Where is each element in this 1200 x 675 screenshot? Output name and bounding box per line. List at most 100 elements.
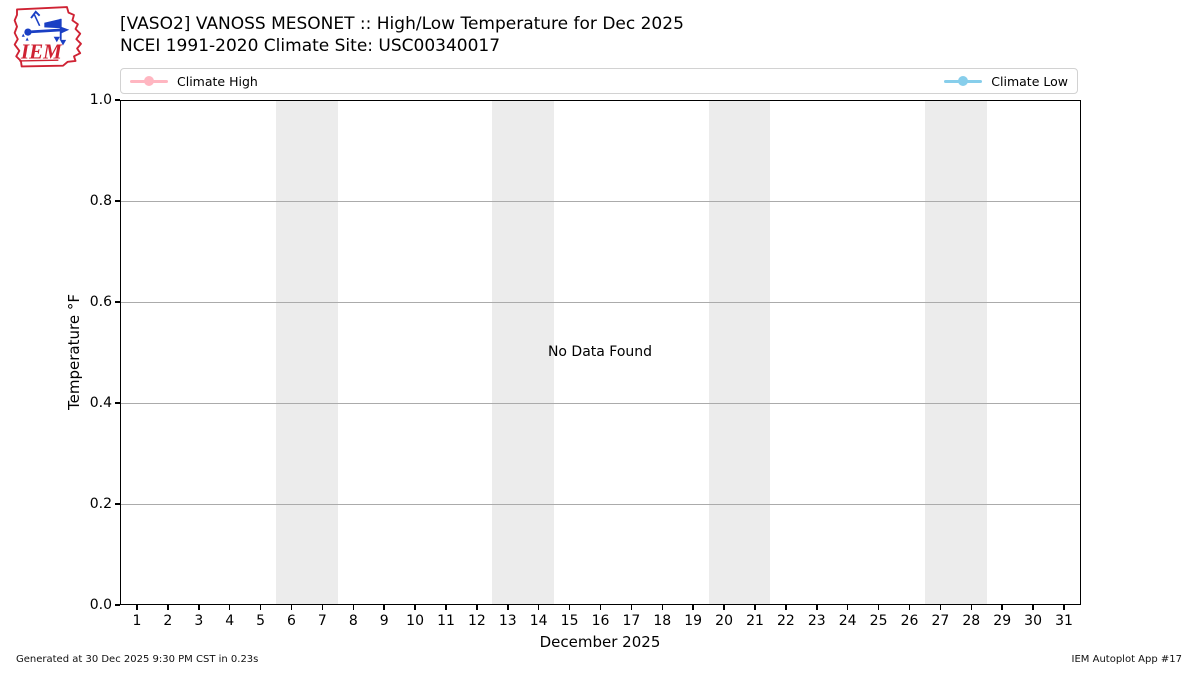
x-tick-label: 4 — [225, 613, 235, 629]
x-tick-label: 31 — [1055, 613, 1073, 629]
x-tick-mark — [568, 605, 571, 610]
x-tick-mark — [352, 605, 355, 610]
x-tick-label: 2 — [163, 613, 173, 629]
x-tick-mark — [723, 605, 725, 610]
x-tick-mark — [259, 605, 262, 610]
x-tick-label: 19 — [684, 613, 703, 629]
y-tick-mark — [115, 200, 120, 202]
x-tick-mark — [692, 605, 694, 610]
x-tick-mark — [599, 605, 602, 610]
x-tick-mark — [785, 605, 787, 610]
x-tick-mark — [1032, 605, 1034, 610]
legend: Climate High Climate Low — [120, 68, 1078, 94]
x-tick-mark — [445, 605, 447, 610]
x-tick-label: 15 — [560, 613, 579, 629]
x-tick-mark — [970, 605, 973, 610]
x-tick-mark — [136, 605, 138, 610]
x-tick-label: 12 — [467, 613, 486, 629]
weekend-shading-band — [708, 100, 771, 605]
x-tick-label: 27 — [931, 613, 950, 629]
x-tick-label: 18 — [653, 613, 672, 629]
y-tick-mark — [115, 503, 120, 505]
x-tick-mark — [754, 605, 756, 610]
x-tick-mark — [816, 605, 818, 610]
x-tick-mark — [908, 605, 911, 610]
x-tick-mark — [877, 605, 880, 610]
x-tick-mark — [939, 605, 942, 610]
legend-item-climate-high: Climate High — [130, 74, 258, 89]
x-tick-mark — [1063, 605, 1065, 610]
y-gridline — [120, 503, 1081, 505]
generated-timestamp: Generated at 30 Dec 2025 9:30 PM CST in … — [16, 654, 259, 665]
x-tick-mark — [414, 605, 416, 610]
climate-low-dot-icon — [958, 76, 969, 86]
x-tick-mark — [537, 605, 540, 610]
x-tick-label: 30 — [1024, 613, 1043, 629]
y-tick-label: 1.0 — [89, 92, 112, 108]
iowa-outline-icon — [13, 6, 82, 68]
legend-label-climate-high: Climate High — [177, 73, 258, 89]
x-tick-label: 3 — [194, 613, 204, 629]
chart-title-block: [VASO2] VANOSS MESONET :: High/Low Tempe… — [120, 13, 684, 57]
x-tick-mark — [228, 605, 231, 610]
x-tick-mark — [290, 605, 293, 610]
x-tick-label: 13 — [498, 613, 517, 629]
x-tick-mark — [321, 605, 324, 610]
y-tick-label: 0.8 — [89, 193, 112, 209]
chart-subtitle: NCEI 1991-2020 Climate Site: USC00340017 — [120, 36, 501, 56]
x-tick-label: 29 — [993, 613, 1012, 629]
x-tick-mark — [383, 605, 385, 610]
x-tick-label: 16 — [591, 613, 610, 629]
y-tick-label: 0.0 — [89, 597, 112, 613]
x-tick-label: 8 — [348, 613, 358, 629]
x-tick-label: 7 — [317, 613, 327, 629]
x-tick-mark — [661, 605, 664, 610]
x-tick-label: 11 — [437, 613, 455, 629]
legend-item-climate-low: Climate Low — [944, 74, 1068, 89]
x-tick-label: 22 — [776, 613, 795, 629]
x-tick-label: 28 — [962, 613, 981, 629]
x-tick-mark — [167, 605, 169, 610]
weather-vane-icon — [21, 10, 70, 46]
y-axis-label: Temperature °F — [65, 294, 83, 410]
x-tick-mark — [630, 605, 633, 610]
x-tick-mark — [1001, 605, 1003, 610]
y-tick-label: 0.4 — [89, 395, 112, 411]
x-tick-label: 24 — [838, 613, 857, 629]
y-tick-label: 0.6 — [89, 294, 112, 310]
app-credit: IEM Autoplot App #17 — [1071, 654, 1182, 665]
x-tick-mark — [507, 605, 509, 610]
x-tick-label: 6 — [287, 613, 296, 629]
y-gridline — [120, 301, 1081, 303]
legend-label-climate-low: Climate Low — [991, 73, 1068, 89]
no-data-message: No Data Found — [547, 344, 653, 360]
weekend-shading-band — [276, 100, 338, 605]
x-tick-label: 26 — [900, 613, 919, 629]
y-tick-label: 0.2 — [89, 496, 112, 512]
climate-low-line-marker-icon — [944, 76, 983, 86]
x-tick-label: 5 — [256, 613, 266, 629]
x-tick-label: 21 — [746, 613, 764, 629]
climate-high-line-marker-icon — [130, 76, 168, 86]
x-tick-label: 20 — [715, 613, 734, 629]
y-gridline — [120, 402, 1081, 404]
x-axis-label: December 2025 — [539, 633, 661, 651]
y-tick-mark — [115, 402, 120, 404]
x-tick-label: 1 — [132, 613, 142, 629]
x-tick-label: 10 — [406, 613, 425, 629]
x-tick-mark — [198, 605, 200, 610]
x-tick-mark — [846, 605, 849, 610]
x-tick-label: 25 — [869, 613, 888, 629]
y-tick-mark — [115, 99, 120, 101]
climate-high-dot-icon — [144, 76, 154, 86]
y-tick-mark — [115, 604, 120, 606]
weekend-shading-band — [492, 100, 555, 605]
y-gridline — [120, 200, 1081, 202]
iem-logo: IEM — [13, 6, 82, 68]
chart-title: [VASO2] VANOSS MESONET :: High/Low Tempe… — [120, 14, 684, 34]
x-tick-label: 9 — [379, 613, 389, 629]
y-tick-mark — [115, 301, 120, 303]
x-tick-label: 23 — [807, 613, 826, 629]
